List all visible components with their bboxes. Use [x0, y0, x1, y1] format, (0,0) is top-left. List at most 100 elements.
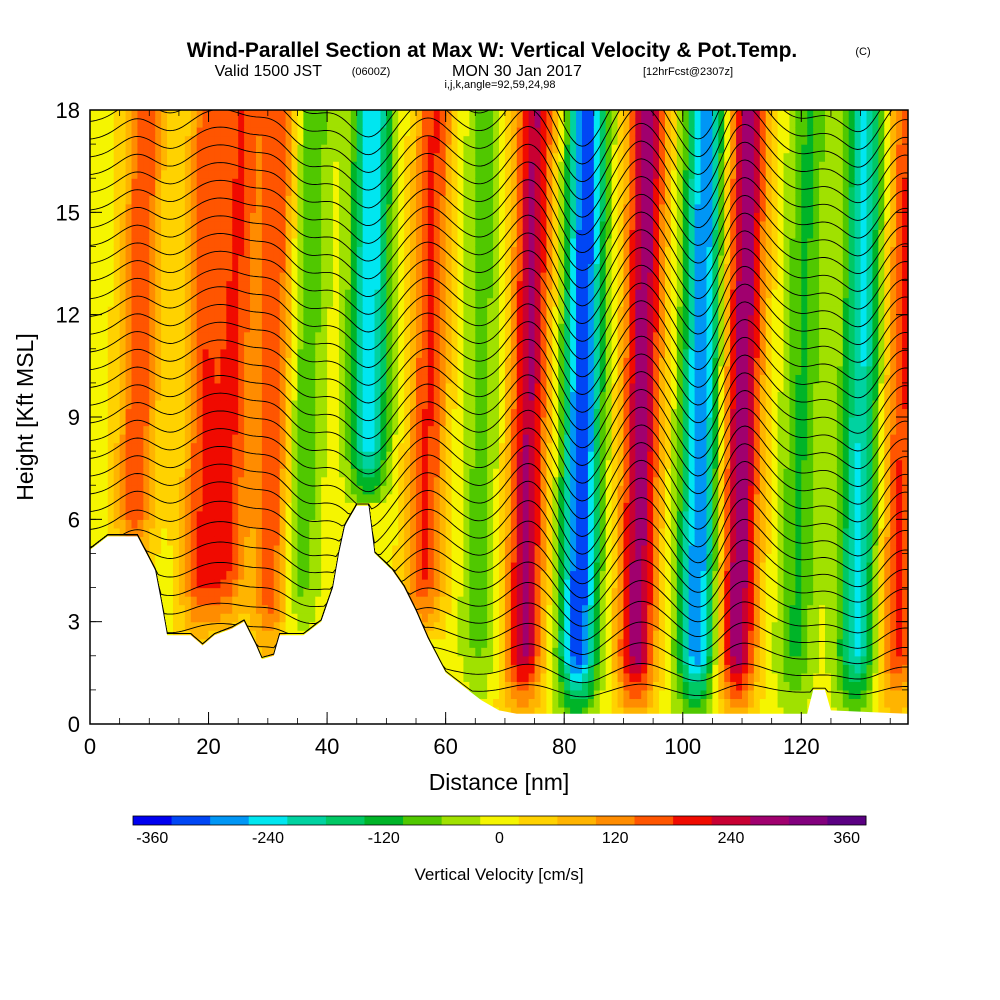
velocity-cell: [261, 212, 269, 222]
velocity-cell: [445, 357, 453, 367]
velocity-cell: [392, 272, 399, 282]
velocity-cell: [238, 246, 245, 256]
velocity-cell: [291, 161, 299, 171]
velocity-cell: [226, 382, 233, 393]
velocity-cell: [315, 587, 322, 597]
velocity-cell: [487, 391, 494, 401]
velocity-cell: [250, 297, 257, 307]
velocity-cell: [499, 579, 506, 589]
velocity-cell: [131, 280, 139, 290]
velocity-cell: [131, 152, 139, 162]
velocity-cell: [404, 519, 411, 529]
velocity-cell: [469, 468, 476, 478]
velocity-cell: [457, 502, 465, 512]
velocity-cell: [184, 382, 192, 393]
velocity-cell: [386, 263, 393, 273]
velocity-cell: [155, 340, 162, 350]
velocity-cell: [155, 118, 162, 128]
velocity-cell: [356, 340, 364, 350]
velocity-cell: [184, 510, 192, 520]
velocity-cell: [178, 527, 186, 537]
velocity-cell: [273, 596, 281, 606]
velocity-cell: [196, 237, 204, 248]
velocity-cell: [362, 374, 370, 384]
velocity-cell: [398, 144, 405, 154]
velocity-cell: [125, 195, 133, 205]
velocity-cell: [250, 331, 257, 341]
velocity-cell: [410, 212, 417, 222]
velocity-cell: [244, 382, 251, 393]
velocity-cell: [315, 570, 322, 580]
velocity-cell: [368, 254, 376, 265]
velocity-cell: [338, 510, 346, 520]
velocity-cell: [333, 306, 340, 316]
velocity-cell: [481, 246, 488, 256]
velocity-cell: [208, 519, 216, 529]
velocity-cell: [232, 621, 239, 631]
velocity-cell: [386, 527, 393, 537]
velocity-cell: [250, 229, 257, 239]
velocity-cell: [297, 553, 304, 563]
velocity-cell: [172, 570, 180, 580]
velocity-cell: [309, 502, 316, 512]
velocity-cell: [125, 391, 133, 401]
velocity-cell: [487, 237, 494, 248]
velocity-cell: [481, 169, 488, 179]
velocity-cell: [487, 681, 494, 691]
velocity-cell: [368, 110, 376, 120]
velocity-cell: [493, 391, 500, 401]
velocity-cell: [184, 144, 192, 154]
velocity-cell: [273, 246, 281, 256]
velocity-cell: [297, 621, 304, 631]
velocity-cell: [469, 417, 476, 427]
velocity-cell: [161, 186, 168, 196]
velocity-cell: [95, 425, 103, 435]
velocity-cell: [303, 195, 310, 205]
velocity-cell: [380, 502, 387, 512]
velocity-cell: [457, 220, 465, 230]
velocity-cell: [463, 212, 470, 222]
velocity-cell: [421, 357, 429, 367]
velocity-cell: [255, 186, 263, 196]
velocity-cell: [172, 596, 180, 606]
velocity-cell: [451, 297, 459, 307]
velocity-cell: [421, 331, 429, 341]
velocity-cell: [493, 169, 500, 179]
velocity-cell: [232, 451, 239, 461]
velocity-cell: [261, 399, 269, 410]
velocity-cell: [101, 425, 109, 435]
velocity-cell: [167, 519, 174, 529]
velocity-cell: [451, 161, 459, 171]
velocity-cell: [172, 340, 180, 350]
velocity-cell: [445, 348, 453, 358]
velocity-cell: [380, 323, 387, 333]
velocity-cell: [433, 212, 441, 222]
velocity-cell: [196, 263, 204, 273]
velocity-cell: [261, 417, 269, 427]
velocity-cell: [167, 272, 174, 282]
velocity-cell: [244, 570, 251, 580]
velocity-cell: [95, 135, 103, 145]
velocity-cell: [392, 229, 399, 239]
velocity-cell: [291, 357, 299, 367]
velocity-cell: [433, 357, 441, 367]
velocity-cell: [238, 110, 245, 120]
velocity-cell: [119, 365, 127, 375]
velocity-cell: [149, 348, 156, 358]
velocity-cell: [416, 212, 423, 222]
velocity-cell: [321, 536, 328, 546]
velocity-cell: [232, 144, 239, 154]
velocity-cell: [131, 382, 139, 393]
velocity-cell: [232, 544, 239, 555]
velocity-cell: [380, 220, 387, 230]
velocity-cell: [101, 340, 109, 350]
velocity-cell: [487, 289, 494, 299]
velocity-cell: [297, 519, 304, 529]
velocity-cell: [421, 152, 429, 162]
velocity-cell: [161, 468, 168, 478]
velocity-cell: [427, 144, 435, 154]
velocity-cell: [208, 391, 216, 401]
velocity-cell: [184, 451, 192, 461]
velocity-cell: [469, 280, 476, 290]
velocity-cell: [161, 493, 168, 503]
